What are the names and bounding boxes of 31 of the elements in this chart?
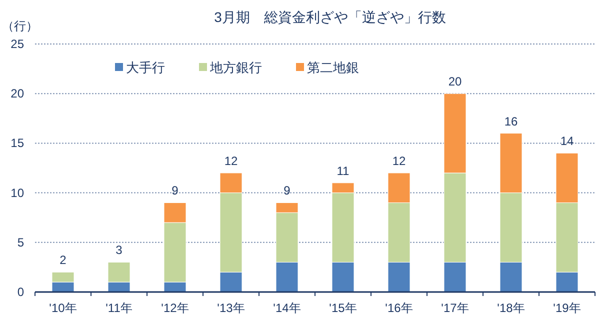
- y-axis-title: （行）: [2, 19, 38, 33]
- total-label: 16: [504, 114, 518, 128]
- legend-label: 第二地銀: [307, 60, 359, 75]
- total-label: 2: [60, 253, 67, 268]
- x-tick-label: '17年: [441, 301, 469, 315]
- x-tick-label: '15年: [329, 301, 357, 315]
- total-label: 11: [336, 164, 350, 178]
- x-tick-label: '12年: [161, 301, 189, 315]
- total-label: 20: [448, 74, 462, 89]
- y-tick-label: 20: [10, 86, 24, 101]
- y-tick-label: 10: [10, 186, 24, 200]
- y-tick-label: 5: [17, 235, 24, 250]
- y-tick-label: 0: [17, 285, 24, 299]
- y-tick-label: 25: [10, 37, 24, 51]
- total-label: 9: [172, 184, 179, 198]
- x-tick-label: '13年: [217, 301, 245, 315]
- legend-label: 大手行: [126, 60, 165, 75]
- total-label: 9: [284, 184, 291, 198]
- x-tick-label: '16年: [385, 301, 413, 315]
- total-label: 3: [116, 243, 123, 258]
- x-tick-label: '10年: [49, 301, 77, 315]
- x-tick-label: '14年: [273, 301, 301, 315]
- chart-title: 3月期 総資金利ざや「逆ざや」行数: [214, 9, 446, 25]
- y-tick-label: 15: [10, 136, 24, 150]
- x-tick-label: '11年: [106, 301, 132, 315]
- total-label: 14: [560, 134, 574, 148]
- x-tick-label: '18年: [497, 301, 525, 315]
- total-label: 12: [224, 154, 238, 168]
- legend-label: 地方銀行: [209, 60, 262, 75]
- x-tick-label: '19年: [553, 301, 581, 315]
- total-label: 12: [392, 154, 406, 168]
